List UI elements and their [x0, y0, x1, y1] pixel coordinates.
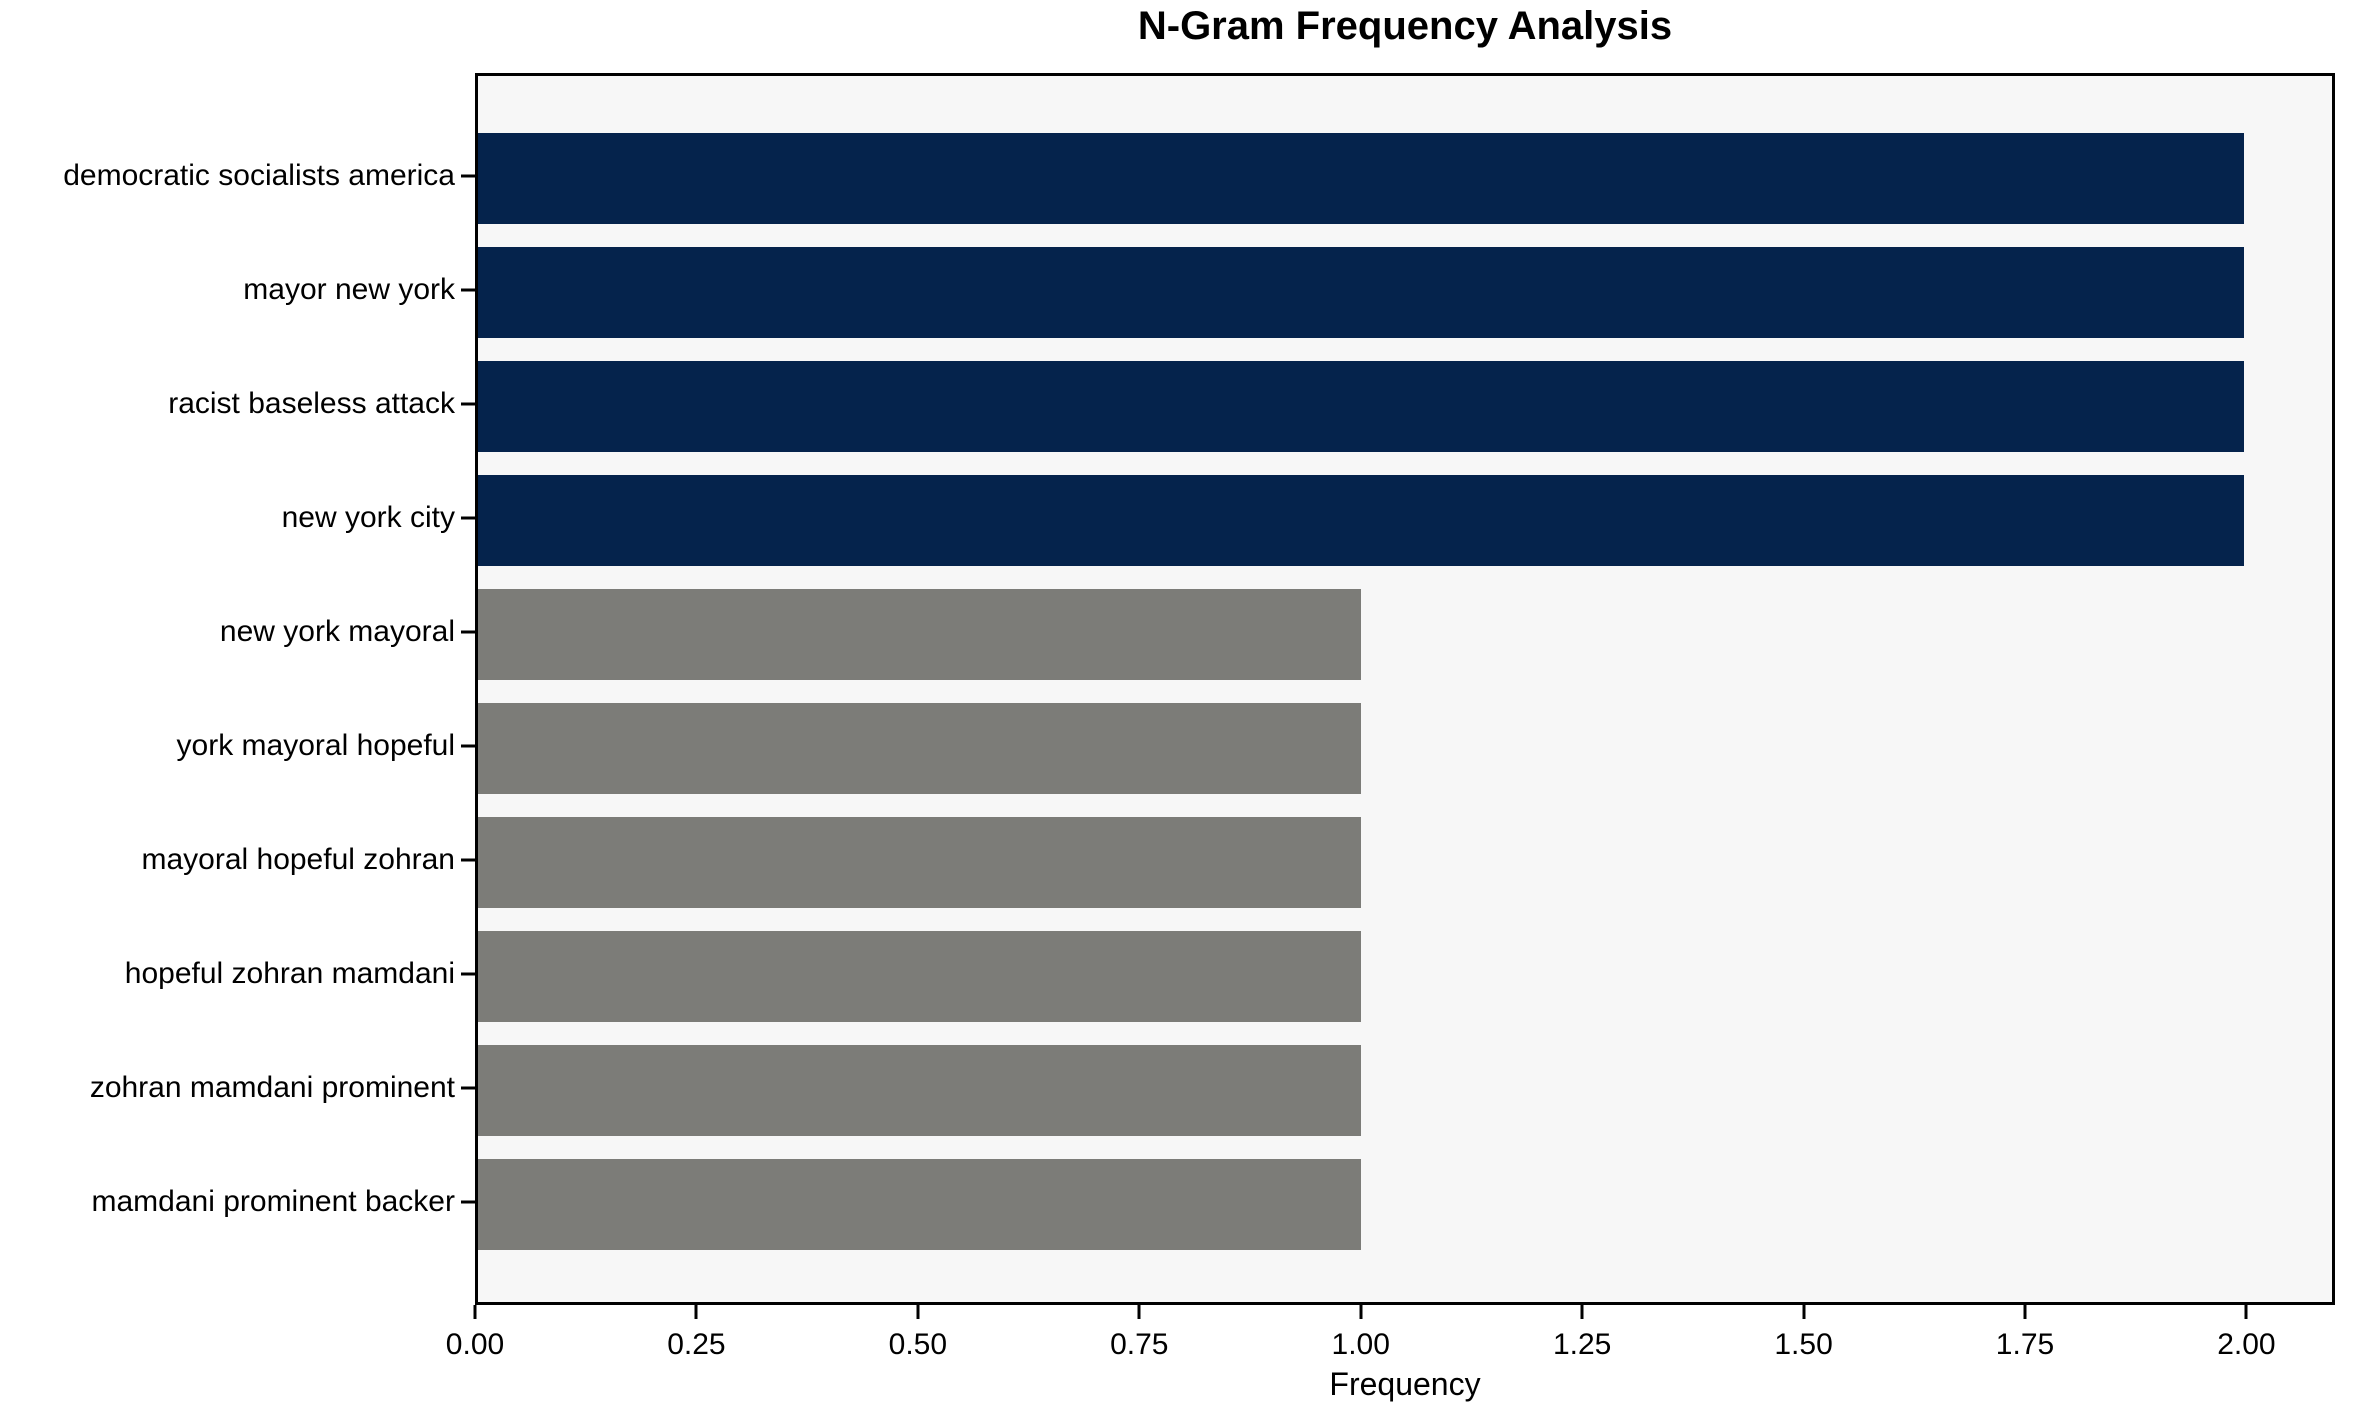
x-tick-label: 0.50: [888, 1328, 948, 1361]
y-tick-label: democratic socialists america: [63, 159, 455, 192]
y-tick-label: mayor new york: [243, 273, 455, 306]
y-tick-mark: [461, 402, 475, 406]
x-tick-mark: [1802, 1305, 1806, 1319]
bar-new-york-city: [478, 475, 2244, 566]
x-tick-mark: [1359, 1305, 1363, 1319]
x-tick-mark: [694, 1305, 698, 1319]
y-tick-mark: [461, 630, 475, 634]
x-tick-label: 1.75: [1995, 1328, 2055, 1361]
y-tick-mark: [461, 288, 475, 292]
bar-racist-baseless-attack: [478, 361, 2244, 452]
y-tick-label: mayoral hopeful zohran: [141, 843, 455, 876]
bar-row: [478, 236, 2332, 350]
x-tick-label: 2.00: [2217, 1328, 2276, 1361]
x-tick-label: 1.50: [1774, 1328, 1833, 1361]
plot-area: [475, 73, 2335, 1305]
x-tick-mark: [1580, 1305, 1584, 1319]
y-tick-label: mamdani prominent backer: [91, 1185, 455, 1218]
bar-row: [478, 1148, 2332, 1262]
bar-row: [478, 1034, 2332, 1148]
x-tick-mark: [1137, 1305, 1141, 1319]
y-tick-mark: [461, 1086, 475, 1090]
y-tick-mark: [461, 744, 475, 748]
x-tick-label: 0.25: [667, 1328, 726, 1361]
y-tick-mark: [461, 174, 475, 178]
bar-row: [478, 692, 2332, 806]
bar-democratic-socialists-america: [478, 133, 2244, 224]
x-tick-label: 1.00: [1331, 1328, 1390, 1361]
chart-title: N-Gram Frequency Analysis: [1137, 4, 1673, 48]
x-axis-label: Frequency: [1329, 1366, 1481, 1402]
y-tick-label: new york mayoral: [219, 615, 455, 648]
y-tick-label: racist baseless attack: [168, 387, 455, 420]
bars-container: [478, 122, 2332, 1262]
bar-row: [478, 464, 2332, 578]
y-tick-mark: [461, 858, 475, 862]
x-tick-mark: [916, 1305, 920, 1319]
y-tick-mark: [461, 972, 475, 976]
bar-mayor-new-york: [478, 247, 2244, 338]
x-tick-mark: [473, 1305, 477, 1319]
y-tick-mark: [461, 1200, 475, 1204]
x-tick-label: 0.75: [1110, 1328, 1169, 1361]
bar-hopeful-zohran-mamdani: [478, 931, 1361, 1022]
x-tick-mark: [2244, 1305, 2248, 1319]
x-tick-label: 1.25: [1552, 1328, 1612, 1361]
y-tick-label: york mayoral hopeful: [176, 729, 455, 762]
bar-row: [478, 578, 2332, 692]
bar-mamdani-prominent-backer: [478, 1159, 1361, 1250]
y-tick-label: zohran mamdani prominent: [89, 1071, 455, 1104]
bar-new-york-mayoral: [478, 589, 1361, 680]
y-tick-label: hopeful zohran mamdani: [124, 957, 455, 990]
x-tick-label: 0.00: [445, 1328, 505, 1361]
bar-row: [478, 350, 2332, 464]
bar-mayoral-hopeful-zohran: [478, 817, 1361, 908]
x-tick-mark: [2023, 1305, 2027, 1319]
bar-row: [478, 122, 2332, 236]
y-tick-mark: [461, 516, 475, 520]
y-tick-label: new york city: [281, 501, 455, 534]
bar-row: [478, 920, 2332, 1034]
bar-york-mayoral-hopeful: [478, 703, 1361, 794]
bar-zohran-mamdani-prominent: [478, 1045, 1361, 1136]
bar-row: [478, 806, 2332, 920]
